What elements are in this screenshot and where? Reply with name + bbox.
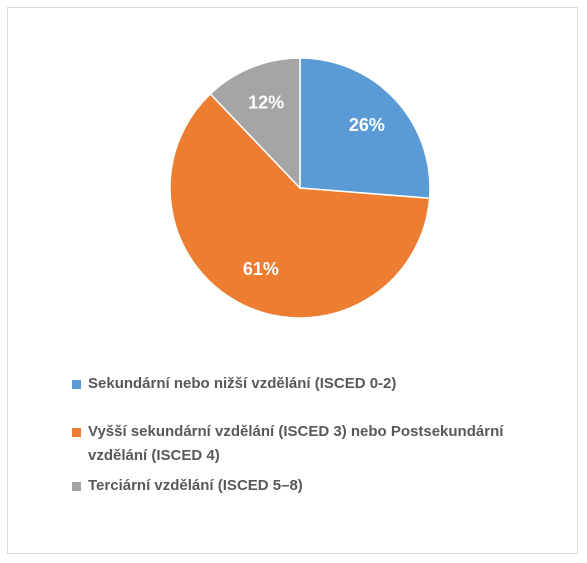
data-label: 61% [243, 259, 279, 279]
legend-item: Sekundární nebo nižší vzdělání (ISCED 0-… [70, 372, 543, 396]
pie-slice [169, 92, 431, 319]
legend-label: Vyšší sekundární vzdělání (ISCED 3) nebo… [88, 423, 504, 464]
legend: Sekundární nebo nižší vzdělání (ISCED 0-… [70, 372, 550, 498]
legend-item: Terciární vzdělání (ISCED 5–8) [70, 474, 543, 498]
legend-label: Sekundární nebo nižší vzdělání (ISCED 0-… [88, 375, 397, 392]
data-label: 26% [349, 115, 385, 135]
legend-swatch [72, 482, 81, 491]
pie-slice [299, 57, 431, 200]
legend-item: Vyšší sekundární vzdělání (ISCED 3) nebo… [70, 420, 543, 468]
chart-frame [7, 7, 578, 554]
legend-swatch [72, 380, 81, 389]
pie-slice [209, 57, 301, 190]
legend-swatch [72, 428, 81, 437]
legend-label: Terciární vzdělání (ISCED 5–8) [88, 477, 303, 494]
data-label: 12% [248, 92, 284, 112]
